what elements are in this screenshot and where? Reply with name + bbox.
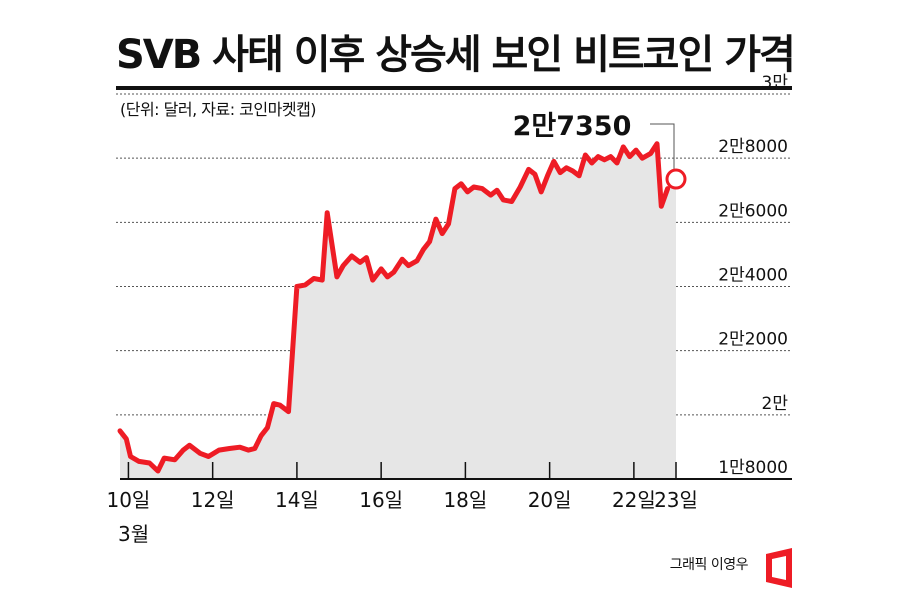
x-tick-label: 22일 (612, 488, 656, 512)
price-area-fill (120, 143, 676, 479)
y-tick-label: 3만 (762, 73, 789, 93)
x-tick-label: 14일 (275, 488, 319, 512)
price-line (117, 141, 671, 474)
x-axis (120, 462, 792, 480)
annotation-layer: 2만7350 (513, 111, 687, 190)
chart-subtitle: (단위: 달러, 자료: 코인마켓캡) (120, 100, 317, 119)
x-tick-label: 16일 (359, 488, 403, 512)
y-tick-label: 2만6000 (718, 201, 788, 221)
y-tick-label: 2만8000 (718, 137, 788, 157)
x-tick-label: 12일 (191, 488, 235, 512)
graphic-credit: 그래픽 이영우 (669, 557, 749, 573)
last-value-label: 2만7350 (513, 111, 632, 142)
x-tick-label: 20일 (528, 488, 572, 512)
annotation-leader-line (650, 123, 675, 171)
y-tick-label: 2만 (762, 394, 789, 414)
last-value-marker (665, 168, 687, 190)
x-month-label: 3월 (118, 522, 149, 546)
title-underline (116, 86, 792, 90)
x-tick-label: 18일 (443, 488, 487, 512)
x-tick-label: 10일 (106, 488, 150, 512)
area-fill-layer (120, 143, 676, 479)
y-tick-labels: 1만8000 2만 2만2000 2만4000 2만6000 2만8000 3만 (718, 73, 788, 478)
x-tick-label: 23일 (654, 488, 698, 512)
chart-title: SVB 사태 이후 상승세 보인 비트코인 가격 (116, 32, 796, 78)
y-tick-label: 2만4000 (718, 266, 788, 286)
y-tick-label: 1만8000 (718, 458, 788, 478)
y-tick-label: 2만2000 (718, 330, 788, 350)
series-line-layer (117, 141, 671, 474)
publisher-logo-icon (766, 548, 792, 588)
